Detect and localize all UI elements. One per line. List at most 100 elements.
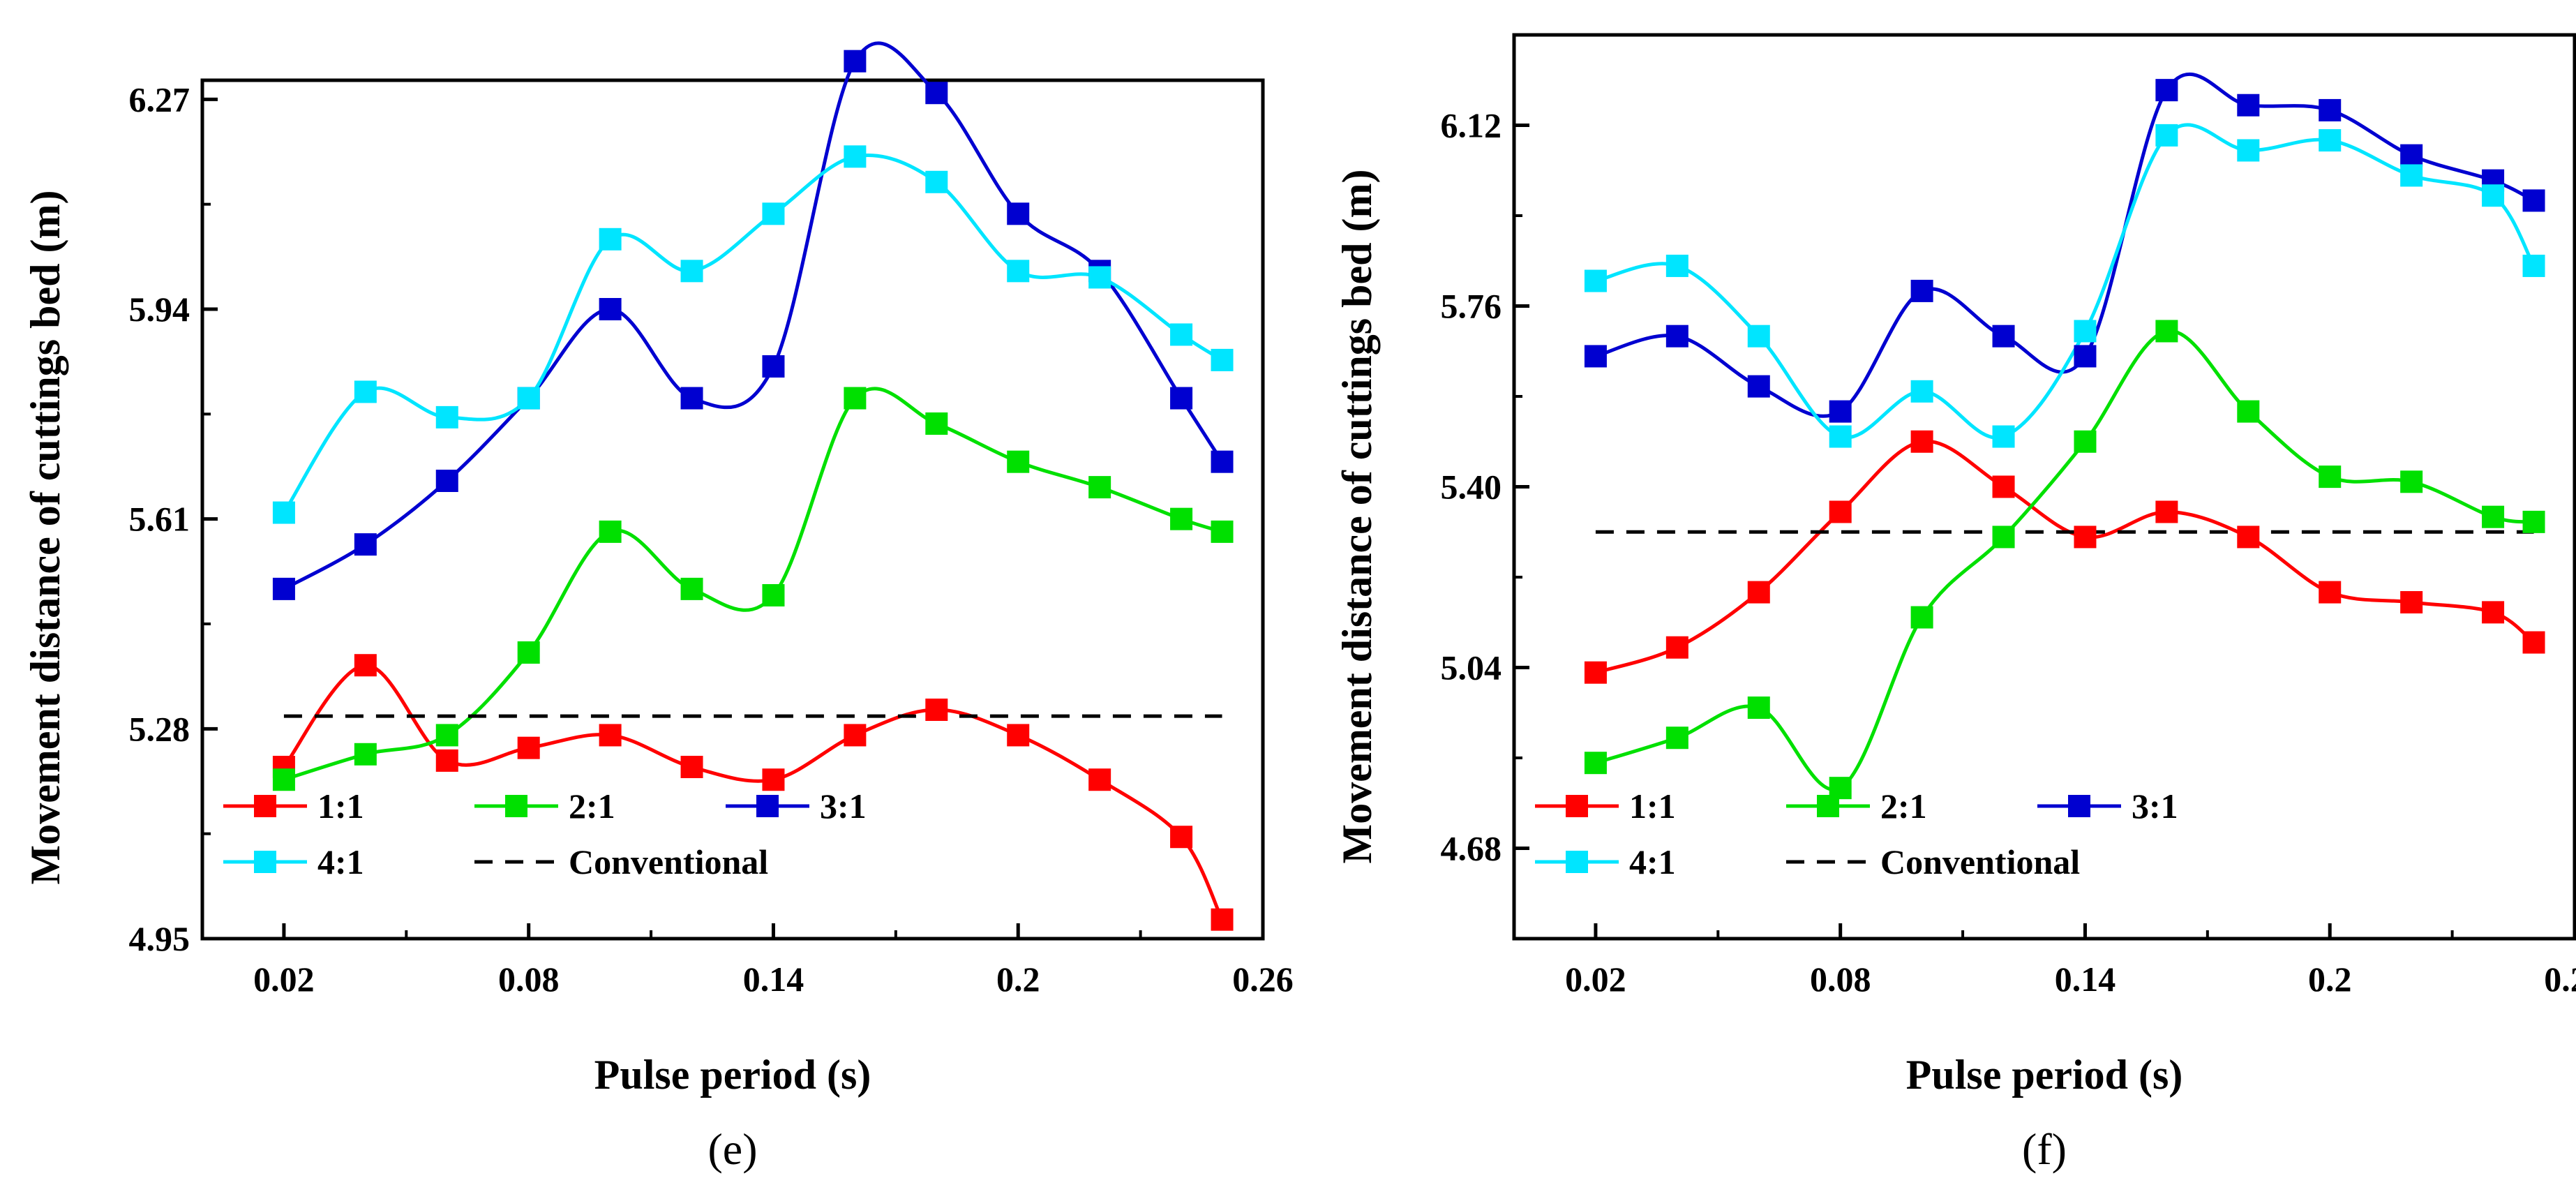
data-point-1-1 xyxy=(1747,581,1770,604)
legend-label: Conventional xyxy=(569,842,768,881)
data-point-3-1 xyxy=(435,470,458,492)
data-point-4-1 xyxy=(599,228,622,251)
data-point-4-1 xyxy=(1829,425,1852,448)
legend-label: 4:1 xyxy=(317,842,364,881)
chart-panel-e: 0.02 0.08 0.14 0.2 0.264.955.285.615.946.27 … xyxy=(22,41,1294,1174)
legend-swatch-marker xyxy=(1566,851,1588,873)
data-point-1-1 xyxy=(2319,581,2342,604)
y-tick-label: 5.61 xyxy=(129,500,190,539)
legend-swatch-marker xyxy=(254,795,276,817)
data-point-3-1 xyxy=(1170,387,1193,410)
series-line-1-1 xyxy=(1595,439,2536,675)
data-point-1-1 xyxy=(2482,601,2505,624)
data-point-4-1 xyxy=(2400,164,2423,187)
y-tick-label: 5.40 xyxy=(1441,468,1502,507)
data-point-2-1 xyxy=(2074,430,2097,453)
legend-label: 2:1 xyxy=(569,787,615,826)
x-tick-label: 0.14 xyxy=(2055,960,2116,999)
data-point-4-1 xyxy=(354,380,377,403)
data-point-3-1 xyxy=(1747,375,1770,398)
data-point-2-1 xyxy=(1665,726,1688,750)
data-point-1-1 xyxy=(599,724,622,747)
data-point-4-1 xyxy=(2237,139,2260,162)
data-point-1-1 xyxy=(1992,475,2015,498)
data-point-3-1 xyxy=(1211,450,1234,473)
data-point-2-1 xyxy=(1088,476,1111,499)
data-point-3-1 xyxy=(844,50,867,73)
data-point-3-1 xyxy=(680,387,703,410)
data-point-1-1 xyxy=(2237,526,2260,549)
series-line-1-1 xyxy=(282,663,1224,921)
data-point-3-1 xyxy=(2074,345,2097,368)
data-point-4-1 xyxy=(925,170,948,193)
data-point-3-1 xyxy=(272,577,295,600)
data-point-4-1 xyxy=(2482,184,2505,207)
y-tick-label: 5.94 xyxy=(129,290,190,329)
data-point-2-1 xyxy=(599,520,622,543)
data-point-1-1 xyxy=(1211,908,1234,931)
data-point-4-1 xyxy=(1910,380,1933,403)
data-point-1-1 xyxy=(1170,826,1193,849)
data-point-2-1 xyxy=(435,724,458,747)
data-point-2-1 xyxy=(2319,465,2342,489)
x-tick-label: 0.02 xyxy=(253,960,315,999)
data-point-2-1 xyxy=(844,387,867,410)
chart-panel-f: 0.020.080.140.20.264.685.045.405.766.12 … xyxy=(1334,33,2576,1174)
data-point-2-1 xyxy=(2237,400,2260,423)
data-point-4-1 xyxy=(2522,254,2545,277)
data-point-3-1 xyxy=(354,533,377,556)
series-line-4-1 xyxy=(1595,123,2536,440)
legend-swatch-marker xyxy=(756,795,779,817)
data-point-1-1 xyxy=(762,768,785,791)
data-point-2-1 xyxy=(517,641,540,664)
series-markers-f xyxy=(1584,79,2545,800)
data-point-3-1 xyxy=(2522,189,2545,212)
series-curves-f xyxy=(1595,72,2536,792)
panel-label-f: (f) xyxy=(2022,1124,2067,1174)
data-point-4-1 xyxy=(762,202,785,225)
series-curves-e xyxy=(282,41,1224,921)
x-tick-label: 0.08 xyxy=(498,960,560,999)
data-point-4-1 xyxy=(1584,269,1607,292)
legend-e: 1:1 2:1 3:1 4:1 Conventional xyxy=(223,787,867,881)
data-point-2-1 xyxy=(1170,507,1193,530)
panel-label-e: (e) xyxy=(707,1124,757,1174)
series-line-2-1 xyxy=(1595,329,2534,792)
data-point-4-1 xyxy=(1665,254,1688,277)
plot-frame-e xyxy=(200,78,1265,941)
x-tick-label: 0.26 xyxy=(1232,960,1294,999)
legend-label: 4:1 xyxy=(1629,842,1676,881)
data-point-4-1 xyxy=(1007,260,1030,283)
data-point-1-1 xyxy=(2155,500,2178,523)
data-point-4-1 xyxy=(844,145,867,168)
data-point-3-1 xyxy=(1829,400,1852,423)
data-point-3-1 xyxy=(1910,279,1933,302)
data-point-2-1 xyxy=(1992,526,2015,549)
x-tick-label: 0.2 xyxy=(996,960,1040,999)
series-line-2-1 xyxy=(283,387,1223,782)
data-point-3-1 xyxy=(1007,202,1030,225)
x-axis-title-f: Pulse period (s) xyxy=(1906,1052,2183,1098)
legend-swatch-marker xyxy=(254,851,276,873)
legend-label: Conventional xyxy=(1880,842,2080,881)
data-point-2-1 xyxy=(2482,505,2505,528)
x-tick-label: 0.26 xyxy=(2544,960,2576,999)
axis-ticks-e: 0.02 0.08 0.14 0.2 0.26 4.95 5.28 5.61 5.94 6.27 xyxy=(129,80,1294,999)
data-point-4-1 xyxy=(680,260,703,283)
data-point-1-1 xyxy=(1829,500,1852,523)
series-markers-e xyxy=(272,50,1234,931)
legend-swatch-marker xyxy=(1566,795,1588,817)
data-point-4-1 xyxy=(1992,425,2015,448)
data-point-1-1 xyxy=(2074,526,2097,549)
x-tick-label: 0.08 xyxy=(1810,960,1871,999)
legend-label: 3:1 xyxy=(820,787,867,826)
data-point-3-1 xyxy=(1665,325,1688,348)
x-axis-title-e: Pulse period (s) xyxy=(594,1052,871,1098)
data-point-1-1 xyxy=(2522,631,2545,654)
data-point-2-1 xyxy=(680,577,703,600)
data-point-2-1 xyxy=(1007,450,1030,473)
data-point-1-1 xyxy=(1665,636,1688,659)
data-point-4-1 xyxy=(1088,266,1111,289)
legend-swatch-marker xyxy=(505,795,527,817)
